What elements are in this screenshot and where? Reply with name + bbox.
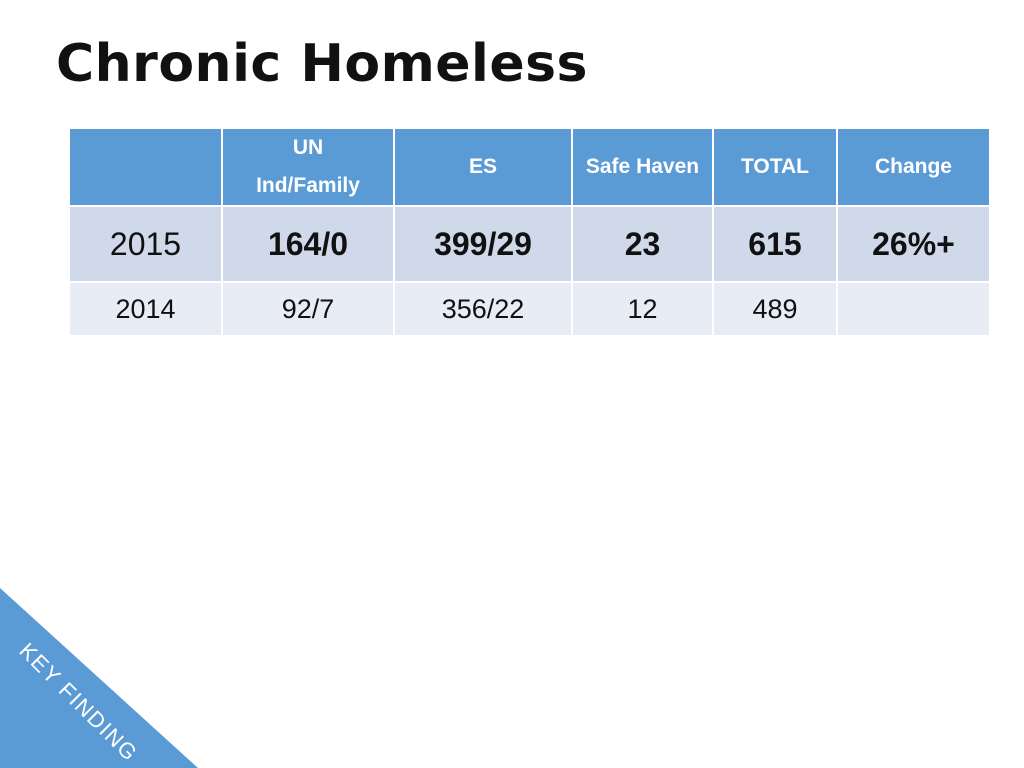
row-change-cell: 26%+	[836, 205, 991, 283]
slide-title: Chronic Homeless	[56, 34, 589, 94]
row-es-cell: 356/22	[393, 281, 573, 337]
header-cell-total: TOTAL	[712, 127, 838, 207]
header-cell-es: ES	[393, 127, 573, 207]
row-safe-haven-cell: 23	[571, 205, 714, 283]
row-change-cell	[836, 281, 991, 337]
key-finding-label: KEY FINDING	[14, 638, 142, 766]
key-finding-triangle	[0, 588, 198, 768]
header-cell-empty	[68, 127, 223, 207]
row-es-cell: 399/29	[393, 205, 573, 283]
header-un-line2: Ind/Family	[256, 174, 360, 197]
row-year-cell: 2014	[68, 281, 223, 337]
row-un-cell: 92/7	[221, 281, 395, 337]
header-cell-change: Change	[836, 127, 991, 207]
header-un-line1: UN	[292, 136, 324, 159]
row-total-cell: 615	[712, 205, 838, 283]
row-year-cell: 2015	[68, 205, 223, 283]
header-cell-safe-haven: Safe Haven	[571, 127, 714, 207]
table-row: 2015 164/0 399/29 23 615 26%+	[68, 205, 991, 283]
data-table: UN Ind/Family ES Safe Haven TOTAL Change…	[68, 127, 991, 337]
table-row: 2014 92/7 356/22 12 489	[68, 281, 991, 337]
row-safe-haven-cell: 12	[571, 281, 714, 337]
table-header-row: UN Ind/Family ES Safe Haven TOTAL Change	[68, 127, 991, 207]
header-cell-un: UN Ind/Family	[221, 127, 395, 207]
row-total-cell: 489	[712, 281, 838, 337]
row-un-cell: 164/0	[221, 205, 395, 283]
